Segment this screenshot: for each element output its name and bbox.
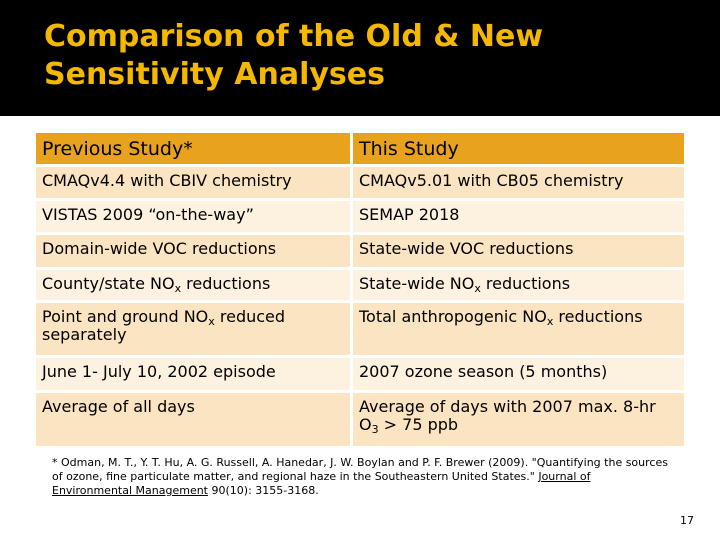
title-bar: Comparison of the Old & New Sensitivity … — [0, 0, 720, 116]
cell-this: 2007 ozone season (5 months) — [353, 358, 684, 390]
cell-this: Average of days with 2007 max. 8-hr O3 >… — [353, 393, 684, 446]
cell-text: Total anthropogenic NO — [359, 307, 547, 326]
subscript: x — [174, 282, 182, 295]
cell-text: Point and ground NO — [42, 307, 209, 326]
table-header-row: Previous Study* This Study — [36, 133, 684, 164]
page-number: 17 — [680, 514, 694, 527]
cell-this: State-wide NOx reductions — [353, 270, 684, 300]
subscript: 3 — [371, 423, 379, 436]
journal-name: Journal of Environmental Management — [52, 470, 591, 497]
reference-footnote: * Odman, M. T., Y. T. Hu, A. G. Russell,… — [52, 456, 672, 498]
reference-text: * Odman, M. T., Y. T. Hu, A. G. Russell,… — [52, 456, 668, 483]
header-this-study: This Study — [353, 133, 684, 164]
cell-previous: CMAQv4.4 with CBIV chemistry — [36, 167, 350, 198]
subscript: x — [208, 315, 215, 328]
cell-this: CMAQv5.01 with CB05 chemistry — [353, 167, 684, 198]
cell-this: SEMAP 2018 — [353, 201, 684, 232]
cell-text: Average of days with 2007 max. 8-hr O — [359, 397, 656, 434]
subscript: x — [474, 282, 481, 295]
cell-previous: Average of all days — [36, 393, 350, 446]
cell-text: State-wide NO — [359, 274, 475, 293]
reference-citation: 90(10): 3155-3168. — [208, 484, 319, 497]
cell-previous: Point and ground NOx reduced separately — [36, 303, 350, 355]
cell-text: reductions — [553, 307, 643, 326]
table-row: Domain-wide VOC reductions State-wide VO… — [36, 235, 684, 267]
cell-previous: County/state NOx reductions — [36, 270, 350, 300]
cell-text: County/state NO — [42, 274, 175, 293]
cell-previous: Domain-wide VOC reductions — [36, 235, 350, 267]
comparison-table: Previous Study* This Study CMAQv4.4 with… — [36, 133, 684, 449]
slide-title-line-1: Comparison of the Old & New — [44, 19, 544, 54]
table-row: Average of all days Average of days with… — [36, 393, 684, 446]
cell-this: State-wide VOC reductions — [353, 235, 684, 267]
cell-text: reduced separately — [42, 307, 286, 344]
cell-this: Total anthropogenic NOx reductions — [353, 303, 684, 355]
cell-text: > 75 ppb — [378, 415, 459, 434]
table-row: VISTAS 2009 “on-the-way” SEMAP 2018 — [36, 201, 684, 232]
slide-title-line-2: Sensitivity Analyses — [44, 57, 385, 92]
subscript: x — [546, 315, 554, 328]
table-row: Point and ground NOx reduced separately … — [36, 303, 684, 355]
table-row: June 1- July 10, 2002 episode 2007 ozone… — [36, 358, 684, 390]
slide-title: Comparison of the Old & New Sensitivity … — [44, 18, 684, 94]
header-previous-study: Previous Study* — [36, 133, 350, 164]
table-row: County/state NOx reductions State-wide N… — [36, 270, 684, 300]
table-row: CMAQv4.4 with CBIV chemistry CMAQv5.01 w… — [36, 167, 684, 198]
cell-previous: VISTAS 2009 “on-the-way” — [36, 201, 350, 232]
cell-previous: June 1- July 10, 2002 episode — [36, 358, 350, 390]
cell-text: reductions — [181, 274, 271, 293]
cell-text: reductions — [480, 274, 571, 293]
